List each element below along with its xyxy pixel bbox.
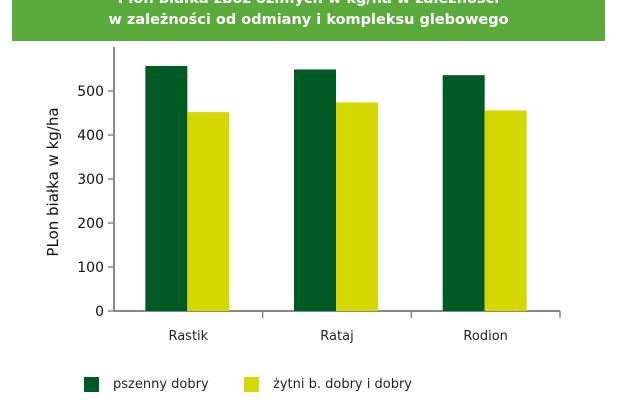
y-axis-label: PLon białka w kg/ha bbox=[44, 107, 62, 256]
y-tick-label: 200 bbox=[77, 216, 104, 232]
bar-rastik-zytni bbox=[187, 112, 230, 312]
x-tick-label: Rastik bbox=[168, 329, 208, 344]
legend-item-pszenny: pszenny dobry bbox=[84, 374, 209, 394]
legend-item-zytni: żytni b. dobry i dobry bbox=[244, 374, 412, 394]
y-tick-label: 0 bbox=[95, 304, 104, 320]
chart-title-line-1: Plon białka zbóż ozimych w kg/ha w zależ… bbox=[12, 0, 605, 8]
bar-rataj-pszenny bbox=[294, 69, 336, 311]
x-tick-label: Rataj bbox=[320, 329, 353, 344]
legend-swatch-zytni bbox=[244, 376, 259, 392]
y-tick-label: 500 bbox=[77, 84, 104, 100]
bar-rodion-zytni bbox=[484, 110, 527, 311]
bar-rodion-pszenny bbox=[442, 75, 485, 311]
y-tick-label: 300 bbox=[77, 172, 104, 188]
chart-title-banner: Plon białka zbóż ozimych w kg/ha w zależ… bbox=[12, 0, 605, 41]
legend-swatch-pszenny bbox=[84, 376, 99, 392]
y-tick-label: 100 bbox=[77, 260, 104, 276]
x-tick-label: Rodion bbox=[463, 329, 507, 344]
bar-rastik-pszenny bbox=[145, 65, 188, 311]
bar-rataj-zytni bbox=[336, 102, 378, 311]
legend-label-zytni: żytni b. dobry i dobry bbox=[273, 376, 412, 392]
legend-label-pszenny: pszenny dobry bbox=[113, 376, 209, 392]
chart-title-line-2: w zależności od odmiany i kompleksu gleb… bbox=[108, 12, 509, 28]
y-tick-label: 400 bbox=[77, 128, 104, 144]
